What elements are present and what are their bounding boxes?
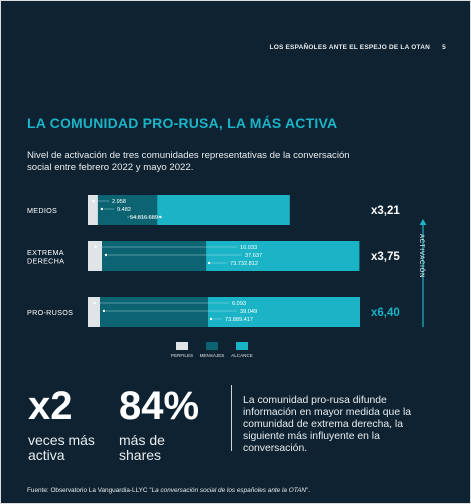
data-label: 73.889.417 <box>225 317 253 323</box>
source-footer: Fuente: Observatorio La Vanguardia-LLYC … <box>27 487 310 494</box>
legend-label: ALCANCE <box>231 353 253 358</box>
divider <box>231 385 232 451</box>
activation-axis-label: ACTIVACIÓN <box>418 234 425 278</box>
category-label: DERECHA <box>27 257 64 266</box>
data-dot <box>92 199 95 203</box>
page-header: LOS ESPAÑOLES ANTE EL ESPEJO DE LA OTAN … <box>269 44 446 51</box>
stat-x2-value: x2 <box>28 384 73 428</box>
category-label: MEDIOS <box>27 206 57 215</box>
activation-value: x3,21 <box>371 205 400 217</box>
stat-84-caption: más de shares <box>119 432 165 463</box>
legend-swatch <box>236 342 248 350</box>
bar-perfiles <box>88 241 102 271</box>
data-dot <box>100 207 104 211</box>
stat-x2-caption: veces más activa <box>28 432 95 463</box>
data-dot <box>94 245 97 249</box>
bar-perfiles <box>88 195 98 225</box>
bar-mensajes <box>88 195 158 225</box>
data-dot <box>93 301 96 305</box>
chart-subtitle: Nivel de activación de tres comunidades … <box>27 150 350 173</box>
insight-description: La comunidad pro-rusa difunde informació… <box>243 395 412 454</box>
activation-axis-arrow <box>419 219 427 225</box>
data-dot <box>207 261 211 265</box>
data-label: 10.033 <box>240 245 257 251</box>
data-label: 6.093 <box>232 301 246 307</box>
legend-label: PERFILES <box>171 353 193 358</box>
data-dot <box>209 317 213 321</box>
footer-suffix: ". <box>306 487 311 494</box>
data-label: 39.049 <box>240 309 257 315</box>
data-dot <box>102 309 106 313</box>
footer-prefix: Fuente: Observatorio La Vanguardia-LLYC … <box>27 487 152 494</box>
activation-value: x3,75 <box>371 251 400 263</box>
chart-title: LA COMUNIDAD PRO-RUSA, LA MÁS ACTIVA <box>27 115 338 131</box>
page-number: 5 <box>442 44 446 51</box>
category-label: PRO-RUSOS <box>27 308 73 317</box>
data-label: 37.637 <box>245 253 262 259</box>
legend-swatch <box>206 342 218 350</box>
category-label: EXTREMA <box>27 248 64 257</box>
bar-mensajes <box>88 297 208 327</box>
header-title: LOS ESPAÑOLES ANTE EL ESPEJO DE LA OTAN <box>269 44 430 51</box>
data-label: 2.958 <box>112 199 126 205</box>
data-label: 9.482 <box>117 207 131 213</box>
activation-value: x6,40 <box>371 307 400 319</box>
data-dot <box>104 253 108 257</box>
stat-84-value: 84% <box>119 384 200 428</box>
legend-label: MENSAJES <box>200 353 225 358</box>
footer-italic: La conversación social de los españoles … <box>151 487 307 494</box>
bar-perfiles <box>88 297 101 327</box>
bar-mensajes <box>88 241 207 271</box>
data-label: 54.816.689 <box>130 215 158 221</box>
data-label: 73.732.812 <box>230 261 258 267</box>
legend-swatch <box>176 342 188 350</box>
